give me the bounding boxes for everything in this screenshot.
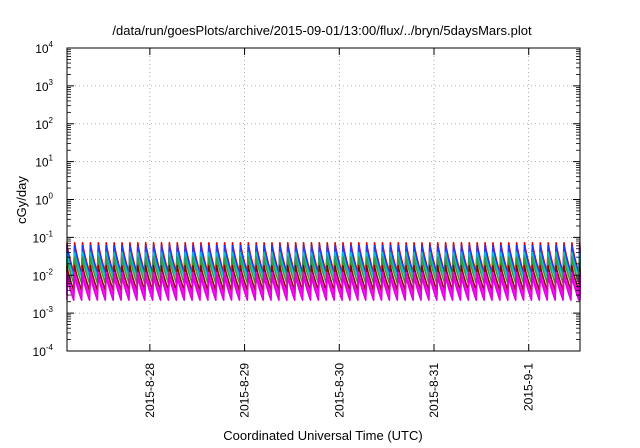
y-tick-label: 10-2 — [33, 267, 54, 283]
y-tick-label: 100 — [35, 192, 53, 208]
x-tick-label: 2015-8-31 — [427, 363, 441, 418]
y-tick-label: 104 — [35, 40, 53, 56]
y-tick-label: 102 — [35, 116, 53, 132]
y-tick-label: 101 — [35, 154, 53, 170]
x-tick-label: 2015-8-28 — [143, 363, 157, 418]
y-tick-label: 10-1 — [33, 229, 54, 245]
series-layer — [66, 241, 581, 301]
x-axis-label: Coordinated Universal Time (UTC) — [223, 428, 422, 443]
x-tick-label: 2015-9-1 — [522, 363, 536, 411]
y-axis-label: cGy/day — [14, 176, 29, 224]
y-tick-label: 10-4 — [33, 343, 54, 359]
y-tick-label: 103 — [35, 78, 53, 94]
chart-title: /data/run/goesPlots/archive/2015-09-01/1… — [112, 23, 532, 38]
series-line-6 — [66, 274, 581, 301]
x-tick-label: 2015-8-30 — [332, 363, 346, 418]
ticks: 104 103 102 101 100 10-1 10-2 10-3 10-4 2015-8-28… — [33, 40, 580, 418]
x-tick-label: 2015-8-29 — [238, 363, 252, 418]
grid — [67, 48, 580, 351]
y-tick-label: 10-3 — [33, 305, 54, 321]
